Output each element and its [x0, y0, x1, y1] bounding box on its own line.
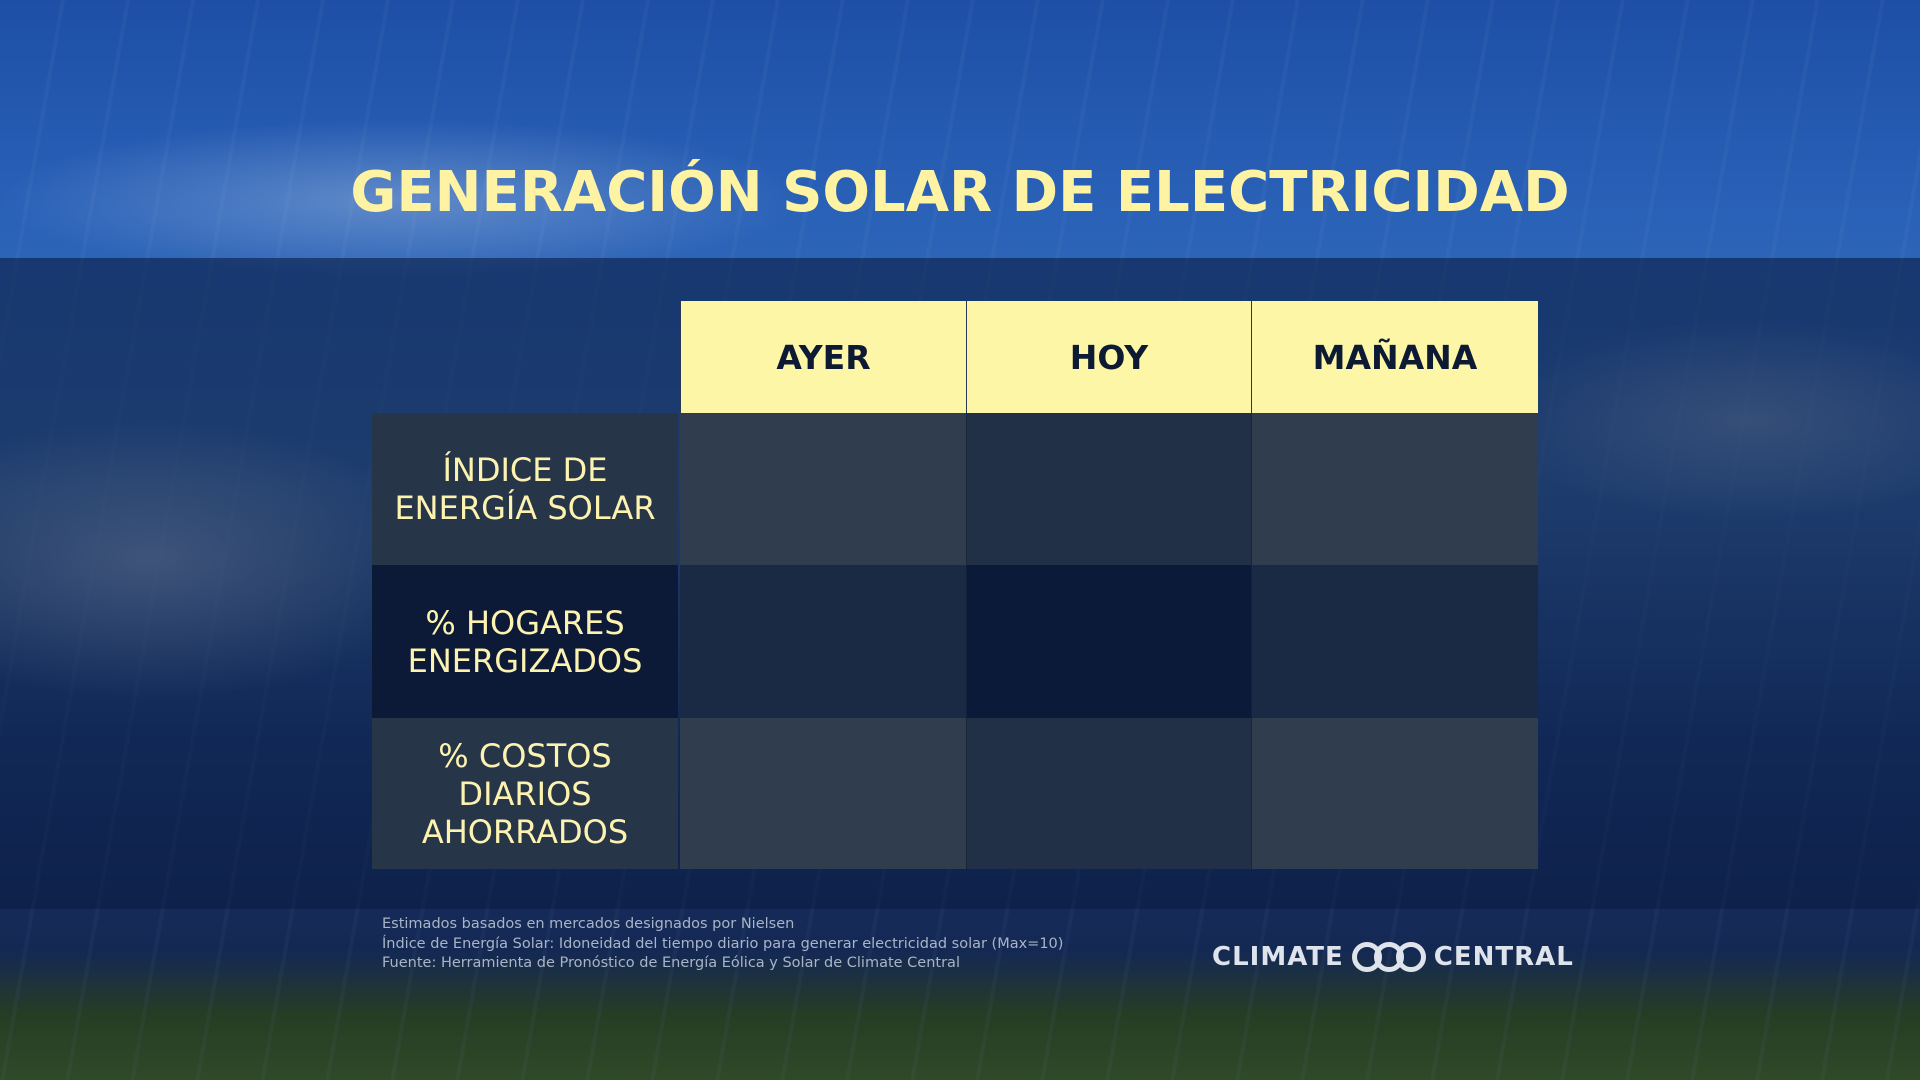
footnote: Estimados basados en mercados designados… [382, 916, 795, 932]
footnote: Índice de Energía Solar: Idoneidad del t… [382, 935, 1064, 952]
logo-text: CENTRAL [1433, 942, 1574, 972]
cell [680, 718, 966, 869]
column-header: AYER [680, 301, 966, 413]
cell [966, 565, 1251, 718]
footnote: Fuente: Herramienta de Pronóstico de Ene… [382, 955, 960, 971]
footer-band [0, 909, 1920, 1080]
logo-text: CLIMATE [1212, 942, 1344, 972]
logo: CLIMATE CENTRAL [1212, 942, 1574, 972]
cell [966, 413, 1251, 565]
row-label: % COSTOS DIARIOS AHORRADOS [372, 718, 678, 869]
cell [1251, 413, 1538, 565]
title: GENERACIÓN SOLAR DE ELECTRICIDAD [350, 160, 1570, 225]
row-label: % HOGARES ENERGIZADOS [372, 565, 678, 718]
footnotes: Estimados basados en mercados designados… [382, 915, 1063, 974]
cell [1251, 565, 1538, 718]
logo-mark [1351, 942, 1426, 972]
cell [1251, 718, 1538, 869]
row-label: ÍNDICE DE ENERGÍA SOLAR [372, 413, 678, 565]
cell [966, 718, 1251, 869]
column-header: HOY [966, 301, 1251, 413]
cell [680, 565, 966, 718]
column-header: MAÑANA [1251, 301, 1538, 413]
cell [680, 413, 966, 565]
